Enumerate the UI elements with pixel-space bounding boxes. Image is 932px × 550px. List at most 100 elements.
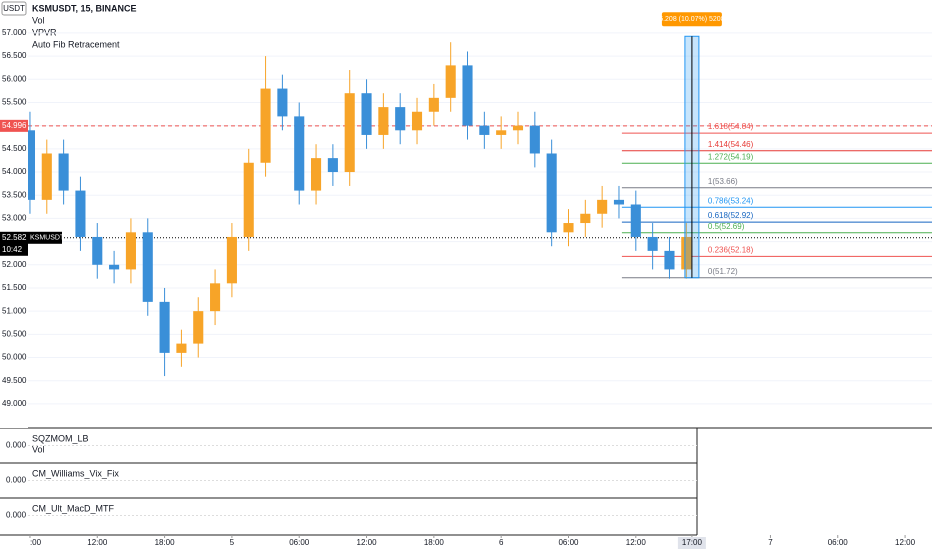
candle-body	[411, 111, 423, 131]
candle-body	[243, 162, 254, 237]
pane-separators	[0, 427, 932, 536]
pane-label: CM_Ult_MacD_MTF	[32, 503, 115, 513]
candle-body	[395, 107, 406, 131]
x-tick-label: 12:00	[87, 538, 108, 547]
x-tick-label: 12:00	[357, 538, 378, 547]
x-tick-label: 18:00	[155, 538, 176, 547]
candle-body	[75, 190, 86, 237]
y-tick-label: 52.000	[2, 260, 27, 269]
indicator-name: VPVR	[32, 27, 57, 37]
countdown: 10:42	[2, 245, 23, 254]
currency-badge[interactable]: USDT	[3, 4, 25, 13]
fib-label: 0.786(53.24)	[708, 196, 754, 205]
candle-body	[41, 153, 52, 200]
y-tick-label: 51.500	[2, 283, 27, 292]
candle-body	[361, 93, 372, 135]
price-badge-label: 54.996	[2, 121, 27, 130]
fib-label: 0.5(52.69)	[708, 222, 745, 231]
y-tick-label: 49.500	[2, 376, 27, 385]
pane-tick-label: 0.000	[6, 441, 27, 450]
candle-body	[210, 283, 221, 312]
fib-label: 1(53.66)	[708, 177, 738, 186]
candle-body	[563, 223, 574, 233]
candle-body	[92, 236, 103, 265]
chart-title: KSMUSDT, 15, BINANCE	[32, 3, 137, 13]
symbol-label: KSMUSDT	[30, 235, 65, 242]
current-time-bg	[677, 537, 706, 549]
price-badge	[0, 231, 28, 256]
candle-body	[378, 107, 389, 135]
candle-body	[260, 88, 271, 163]
candle-body	[58, 153, 69, 191]
candle-body	[277, 88, 288, 117]
indicator-name: Vol	[32, 15, 45, 25]
candle-body	[125, 232, 136, 270]
y-tick-label: 55.500	[2, 98, 27, 107]
candle-body	[647, 236, 658, 251]
x-tick-label: 06:00	[289, 538, 310, 547]
candle-body	[462, 65, 473, 126]
axis-column	[0, 18, 28, 428]
candle-body	[597, 199, 608, 214]
x-tick-label: 17:00	[682, 538, 703, 547]
candle-body	[479, 125, 490, 135]
x-tick-label: 06:00	[558, 538, 579, 547]
y-tick-label: 53.500	[2, 190, 27, 199]
y-tick-label: 53.000	[2, 214, 27, 223]
price-badge-label: 52.582	[2, 233, 27, 242]
pane-label: SQZMOM_LB	[32, 433, 89, 443]
y-tick-label: 54.500	[2, 144, 27, 153]
x-tick-label: 5	[230, 538, 235, 547]
pane-tick-label: 0.000	[6, 476, 27, 485]
fib-label: 1.618(54.84)	[708, 122, 754, 131]
y-tick-label: 56.500	[2, 51, 27, 60]
candle-body	[327, 158, 338, 173]
candle-body	[529, 125, 540, 154]
candle-body	[294, 116, 305, 191]
candle-body	[159, 301, 170, 353]
candle-body	[226, 236, 237, 284]
candle-body	[193, 311, 204, 344]
fib-label: 1.272(54.19)	[708, 152, 754, 161]
candle-body	[546, 153, 557, 233]
pane-label: CM_Williams_Vix_Fix	[32, 468, 119, 478]
candle-body	[344, 93, 355, 173]
measure-label-bg	[661, 12, 722, 27]
y-tick-label: 49.000	[2, 399, 27, 408]
candle-body	[445, 65, 456, 98]
candle-body	[580, 213, 591, 224]
y-tick-label: 50.000	[2, 353, 27, 362]
measure-label: 5.208 (10.07%) 5208	[659, 16, 724, 23]
y-tick-label: 54.000	[2, 167, 27, 176]
badge[interactable]	[1, 1, 27, 16]
fib-label: 0.236(52.18)	[708, 246, 754, 255]
candle-body	[142, 232, 153, 302]
candle-body	[176, 343, 187, 353]
x-tick-label: :00	[30, 538, 42, 547]
fib-label: 0(51.72)	[708, 267, 738, 276]
y-tick-label: 50.500	[2, 329, 27, 338]
x-tick-label: 7	[768, 538, 773, 547]
fib-label: 1.414(54.46)	[708, 140, 754, 149]
x-tick-label: 12:00	[895, 538, 916, 547]
y-tick-label: 56.000	[2, 74, 27, 83]
candle-body	[613, 199, 625, 205]
x-tick-label: 06:00	[828, 538, 849, 547]
x-tick-label: 12:00	[626, 538, 647, 547]
candle-body	[512, 125, 524, 131]
price-badge	[0, 119, 28, 132]
symbol-badge	[28, 231, 62, 244]
candle-body	[630, 204, 641, 237]
candle-body	[496, 130, 507, 135]
pane-label: Vol	[32, 444, 45, 454]
candle-body	[311, 158, 322, 191]
candle-body	[664, 250, 675, 270]
candle-body	[428, 97, 439, 112]
x-tick-label: 18:00	[424, 538, 445, 547]
pane-tick-label: 0.000	[6, 511, 27, 520]
candle-body	[109, 264, 120, 270]
y-tick-label: 57.000	[2, 28, 27, 37]
indicator-name: Auto Fib Retracement	[32, 39, 120, 49]
candle-body	[681, 236, 692, 270]
